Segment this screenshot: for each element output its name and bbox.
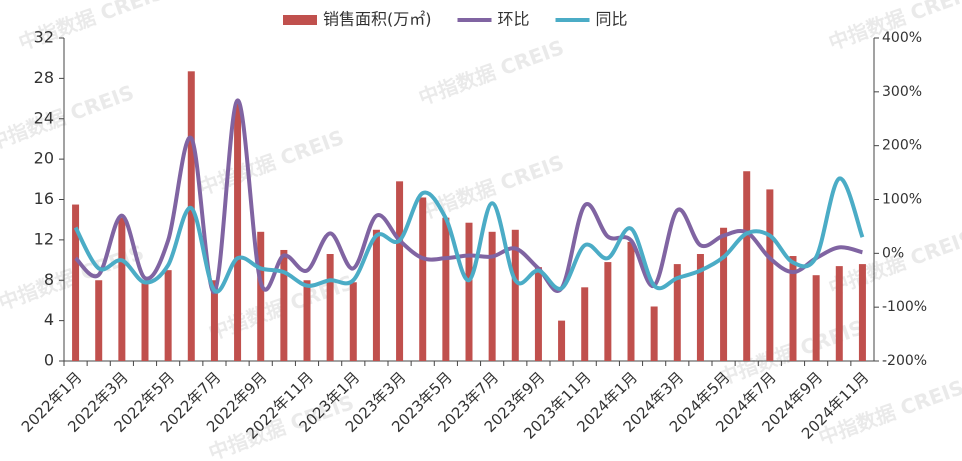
bar — [72, 204, 80, 361]
y-tick-label: 32 — [34, 28, 54, 47]
bar — [465, 222, 473, 361]
line — [74, 98, 863, 295]
bar — [280, 249, 288, 361]
bar — [511, 229, 519, 361]
bar — [419, 197, 427, 361]
legend-label: 环比 — [498, 10, 530, 29]
legend-swatch — [283, 15, 317, 25]
y2-tick-label: -100% — [882, 299, 927, 315]
bar — [720, 227, 728, 361]
bar — [858, 264, 866, 361]
watermark: 中指数据 CREIS — [415, 35, 567, 110]
bar — [141, 280, 149, 361]
bar — [349, 282, 357, 361]
bar — [627, 241, 635, 361]
bar — [257, 231, 265, 361]
bar — [789, 256, 797, 361]
watermark: 中指数据 CREIS — [415, 150, 567, 225]
bar — [604, 262, 612, 361]
y-tick-label: 20 — [34, 149, 54, 168]
bar — [396, 181, 404, 361]
bar — [488, 231, 496, 361]
y-tick-label: 28 — [34, 68, 54, 87]
bar — [650, 306, 658, 361]
bar — [118, 217, 126, 361]
line — [73, 176, 865, 294]
bar — [303, 280, 311, 361]
bar — [326, 254, 334, 361]
y-tick-label: 4 — [44, 310, 54, 329]
y2-tick-label: -200% — [882, 353, 927, 369]
watermark: 中指数据 CREIS — [825, 225, 962, 300]
bar — [534, 267, 542, 361]
y2-tick-label: 400% — [882, 30, 922, 46]
y2-tick-label: 0% — [882, 245, 904, 261]
watermark: 中指数据 CREIS — [825, 0, 962, 55]
y-tick-label: 16 — [34, 189, 54, 208]
bar — [673, 264, 681, 361]
y-tick-label: 8 — [44, 270, 54, 289]
watermark: 中指数据 CREIS — [0, 80, 137, 155]
bar — [372, 229, 380, 361]
bar — [95, 280, 103, 361]
legend-label: 同比 — [596, 10, 628, 29]
bar — [835, 266, 843, 361]
y2-tick-label: 300% — [882, 84, 922, 100]
bar — [743, 171, 751, 361]
bar — [442, 217, 450, 361]
bar — [164, 270, 172, 361]
bar — [766, 189, 774, 361]
y-tick-label: 24 — [34, 108, 54, 127]
legend-label: 销售面积(万㎡) — [323, 10, 432, 29]
bar — [234, 103, 242, 361]
bar — [812, 275, 820, 361]
bar — [581, 287, 589, 361]
bar — [210, 280, 218, 361]
y-tick-label: 12 — [34, 229, 54, 248]
bar — [696, 254, 704, 361]
y2-tick-label: 100% — [882, 192, 922, 208]
y2-tick-label: 200% — [882, 138, 922, 154]
watermark: 中指数据 CREIS — [195, 125, 347, 200]
bar — [187, 71, 195, 361]
y-tick-label: 0 — [44, 351, 54, 370]
bar — [558, 320, 566, 361]
